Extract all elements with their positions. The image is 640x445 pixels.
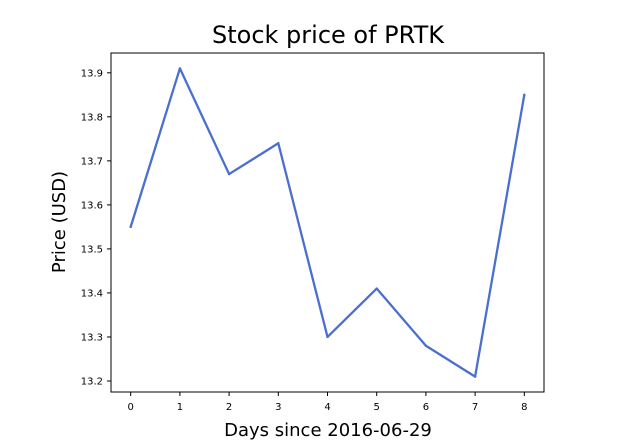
ticks-layer: 0 1 2 3 4 5 6 7 8 13.2 13.3 13.4 13.5 13.6 13.7 13.8 13.…: [81, 68, 528, 413]
x-tick-label: 3: [275, 402, 281, 413]
data-point: [375, 287, 378, 290]
data-point: [473, 375, 477, 378]
data-point: [178, 67, 182, 70]
y-tick-label: 13.6: [81, 200, 103, 211]
x-tick-label: 2: [226, 402, 232, 413]
y-tick-label: 13.9: [81, 68, 103, 79]
x-tick-label: 4: [324, 402, 330, 413]
data-point: [227, 172, 231, 176]
data-point: [326, 335, 329, 339]
data-point: [277, 142, 280, 145]
data-point: [523, 93, 526, 97]
y-tick-label: 13.3: [81, 332, 103, 343]
plot-frame: [110, 52, 545, 393]
y-tick-label: 13.4: [81, 288, 103, 299]
series-layer: [129, 67, 526, 378]
x-tick-label: 5: [374, 402, 380, 413]
y-tick-label: 13.2: [81, 376, 103, 387]
x-tick-label: 6: [423, 402, 429, 413]
y-tick-label: 13.7: [81, 156, 103, 167]
data-point: [424, 344, 428, 347]
x-tick-label: 8: [521, 402, 527, 413]
y-axis-label: Price (USD): [49, 171, 70, 273]
y-tick-label: 13.5: [81, 244, 103, 255]
x-tick-label: 1: [177, 402, 183, 413]
series-line: [129, 67, 526, 378]
x-tick-label: 7: [472, 402, 478, 413]
data-point: [129, 225, 132, 229]
chart-title: Stock price of PRTK: [212, 21, 445, 49]
y-tick-label: 13.8: [81, 112, 103, 123]
x-tick-label: 0: [127, 402, 133, 413]
x-axis-label: Days since 2016-06-29: [224, 420, 432, 440]
